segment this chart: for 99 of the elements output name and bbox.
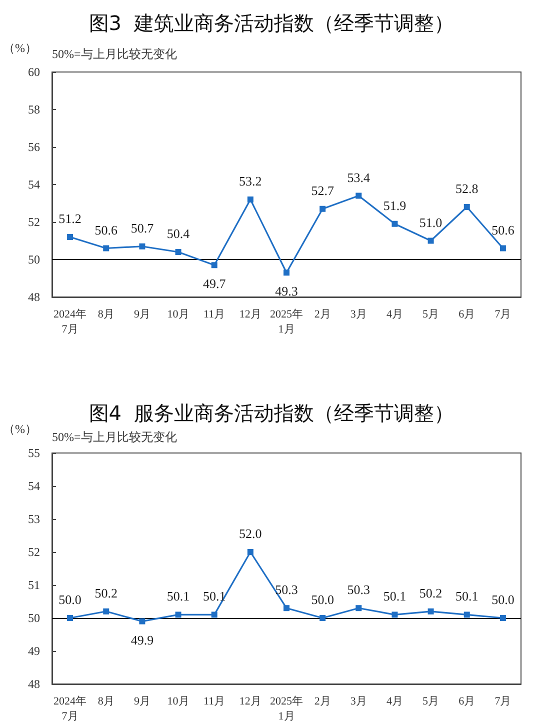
data-label: 50.1 (383, 588, 406, 604)
data-label: 50.2 (419, 585, 442, 600)
data-label: 50.3 (347, 582, 370, 598)
data-label: 50.3 (275, 582, 298, 598)
point (139, 618, 146, 624)
x-tick-label: 4月 (386, 696, 403, 708)
data-label: 49.3 (275, 284, 298, 299)
point (139, 243, 146, 250)
data-label: 50.1 (456, 588, 478, 604)
x-tick-label: 5月 (422, 696, 440, 708)
data-label: 51.0 (419, 214, 442, 230)
data-label: 49.9 (130, 632, 154, 648)
data-label: 50.1 (166, 588, 190, 604)
point (211, 262, 218, 268)
y-tick-label: 52 (28, 215, 40, 229)
y-tick-label: 53 (28, 512, 40, 526)
point (392, 220, 398, 227)
point (500, 615, 506, 621)
chart-title: 图4 服务业商务活动指数（经季节调整） (88, 401, 454, 425)
point (464, 612, 470, 618)
point (320, 206, 326, 212)
x-tick-label: 8月 (98, 696, 114, 708)
x-tick-label: 2月 (314, 696, 331, 708)
y-tick-label: 48 (28, 677, 40, 691)
point (356, 605, 362, 612)
y-tick-label: 48 (28, 290, 40, 304)
x-tick-label: 7月 (494, 696, 512, 708)
x-tick-label: 7月 (494, 308, 512, 320)
y-tick-label: 54 (28, 178, 40, 192)
point (67, 615, 74, 621)
data-label: 50.4 (166, 226, 190, 241)
y-tick-label: 50 (28, 611, 40, 625)
y-tick-label: 49 (28, 644, 40, 658)
y-axis-title: （%） (3, 422, 37, 436)
point (464, 204, 470, 210)
x-tick-label: 3月 (350, 696, 367, 708)
data-label: 50.0 (311, 592, 334, 607)
data-label: 50.1 (202, 588, 226, 604)
point (103, 608, 110, 614)
data-label: 50.6 (492, 222, 515, 238)
x-tick-label: 2025年 1月 (270, 696, 303, 722)
y-tick-label: 60 (28, 65, 40, 79)
text: 50%=与上月比较无变化 (52, 430, 177, 444)
point (320, 615, 326, 621)
x-tick-label: 4月 (386, 308, 403, 320)
point (247, 196, 254, 202)
point (500, 245, 506, 252)
y-tick-label: 54 (28, 479, 40, 493)
x-tick-label: 12月 (239, 308, 262, 320)
x-tick-label: 2024年 7月 (54, 696, 87, 722)
x-tick-label: 2025年 1月 (270, 308, 303, 336)
data-label: 51.2 (58, 211, 82, 226)
x-tick-label: 2024年 7月 (54, 308, 87, 336)
point (428, 608, 434, 614)
data-label: 50.6 (94, 222, 118, 238)
data-label: 49.7 (202, 276, 226, 292)
data-label: 53.2 (239, 174, 262, 188)
x-tick-label: 6月 (458, 308, 476, 320)
point (67, 234, 74, 240)
point (284, 605, 290, 612)
y-tick-label: 56 (28, 140, 40, 154)
x-tick-label: 11月 (204, 696, 226, 708)
point (103, 245, 110, 252)
y-tick-label: 52 (28, 545, 40, 559)
y-axis-title: （%） (3, 41, 37, 55)
point (211, 612, 218, 618)
x-tick-label: 10月 (167, 308, 190, 320)
data-label: 53.4 (347, 170, 371, 185)
point (175, 249, 182, 255)
point (247, 549, 254, 555)
x-tick-label: 6月 (458, 696, 476, 708)
point (356, 192, 362, 199)
x-tick-label: 12月 (239, 696, 262, 708)
x-tick-label: 9月 (134, 696, 150, 708)
point (284, 270, 290, 276)
y-tick-label: 55 (28, 446, 40, 460)
data-label: 52.7 (311, 182, 334, 198)
point (175, 612, 182, 618)
text: 50%=与上月比较无变化 (52, 47, 177, 61)
y-tick-label: 50 (28, 252, 40, 266)
data-label: 50.0 (492, 592, 514, 607)
point (428, 238, 434, 244)
y-tick-label: 51 (28, 578, 40, 592)
x-tick-label: 8月 (98, 308, 114, 320)
data-label: 52.8 (456, 181, 478, 196)
data-label: 50.2 (94, 585, 118, 600)
chart-title: 图3 建筑业商务活动指数（经季节调整） (88, 11, 454, 35)
data-label: 50.0 (58, 592, 82, 607)
data-label: 51.9 (383, 198, 406, 213)
x-tick-label: 3月 (350, 308, 367, 320)
x-tick-label: 5月 (422, 308, 440, 320)
x-tick-label: 11月 (204, 308, 226, 320)
x-tick-label: 10月 (167, 696, 190, 708)
point (392, 612, 398, 618)
data-label: 50.7 (130, 220, 154, 236)
data-label: 52.0 (239, 526, 262, 541)
x-tick-label: 9月 (134, 308, 150, 320)
x-tick-label: 2月 (314, 308, 331, 320)
y-tick-label: 58 (28, 102, 40, 116)
